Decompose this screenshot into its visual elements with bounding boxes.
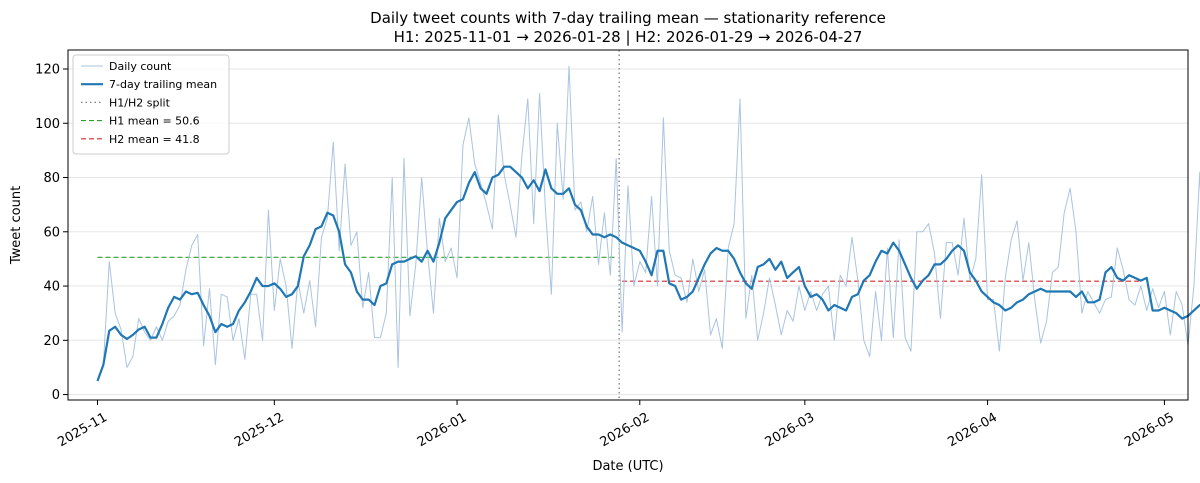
- legend-label: H1/H2 split: [109, 96, 171, 109]
- x-tick-label: 2025-11: [55, 410, 110, 450]
- legend-label: 7-day trailing mean: [109, 78, 217, 91]
- x-axis-label: Date (UTC): [592, 459, 663, 474]
- x-tick-label: 2026-03: [763, 410, 818, 450]
- y-tick-label: 80: [43, 171, 60, 186]
- y-tick-label: 60: [43, 225, 60, 240]
- grid-layer: [68, 68, 1188, 396]
- legend-label: H1 mean = 50.6: [109, 115, 200, 128]
- y-tick-label: 40: [43, 280, 60, 295]
- daily-count-line: [96, 65, 1200, 382]
- y-tick-label: 100: [35, 117, 60, 132]
- x-tick-label: 2026-02: [598, 410, 653, 450]
- legend-label: Daily count: [109, 60, 172, 73]
- trailing-mean-line: [96, 165, 1200, 382]
- chart-title: Daily tweet counts with 7-day trailing m…: [370, 9, 886, 27]
- legend: Daily count 7-day trailing mean H1/H2 spli…: [72, 54, 230, 155]
- legend-box: [72, 54, 230, 155]
- x-tick-label: 2025-12: [232, 410, 287, 450]
- y-axis-label: Tweet count: [9, 186, 24, 265]
- plot-layer: [96, 50, 1200, 400]
- x-tick-label: 2026-01: [415, 410, 470, 450]
- x-tick-label: 2026-04: [945, 410, 1000, 450]
- y-tick-label: 120: [35, 62, 60, 77]
- y-tick-label: 20: [43, 334, 60, 349]
- y-tick-label: 0: [52, 388, 60, 403]
- x-tick-label: 2026-05: [1122, 410, 1177, 450]
- legend-label: H2 mean = 41.8: [109, 133, 200, 146]
- plot-frame: [67, 49, 1189, 401]
- chart-subtitle: H1: 2025-11-01 → 2026-01-28 | H2: 2026-0…: [394, 28, 863, 46]
